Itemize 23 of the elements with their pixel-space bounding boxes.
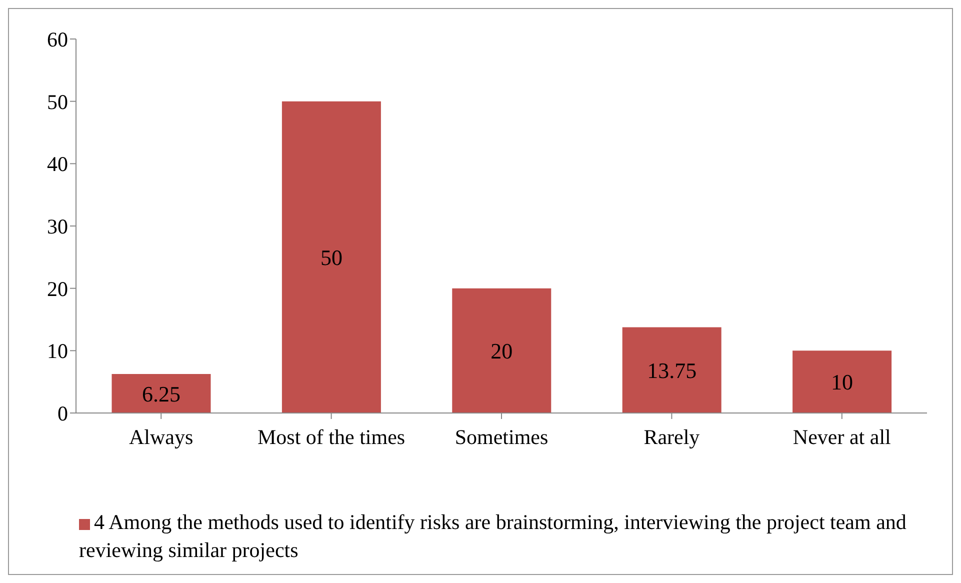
- bar: [622, 327, 722, 413]
- bar: [112, 374, 211, 413]
- y-tick-label: 10: [47, 339, 68, 364]
- bar: [792, 350, 892, 413]
- data-label: 6.25: [142, 381, 180, 406]
- bar: [282, 101, 381, 413]
- y-tick-label: 60: [47, 27, 68, 52]
- data-label: 13.75: [647, 358, 697, 383]
- y-tick-label: 50: [47, 90, 68, 114]
- bar: [452, 288, 552, 413]
- x-tick-label: Sometimes: [454, 424, 548, 449]
- y-tick-label: 30: [47, 214, 68, 238]
- y-tick-label: 40: [47, 152, 68, 176]
- x-tick-label: Never at all: [792, 424, 892, 449]
- x-tick-label: Always: [129, 424, 194, 449]
- y-tick-label: 0: [58, 401, 68, 426]
- x-tick-label: Rarely: [644, 424, 700, 449]
- data-label: 20: [490, 338, 513, 364]
- legend-label: 4 Among the methods used to identify risks are brainstorming, interviewing the project team and reviewing similar projects: [79, 510, 906, 562]
- data-label: 10: [831, 370, 854, 395]
- y-tick-label: 20: [47, 276, 68, 301]
- x-tick-label: Most of the times: [258, 424, 406, 449]
- data-label: 50: [320, 244, 342, 270]
